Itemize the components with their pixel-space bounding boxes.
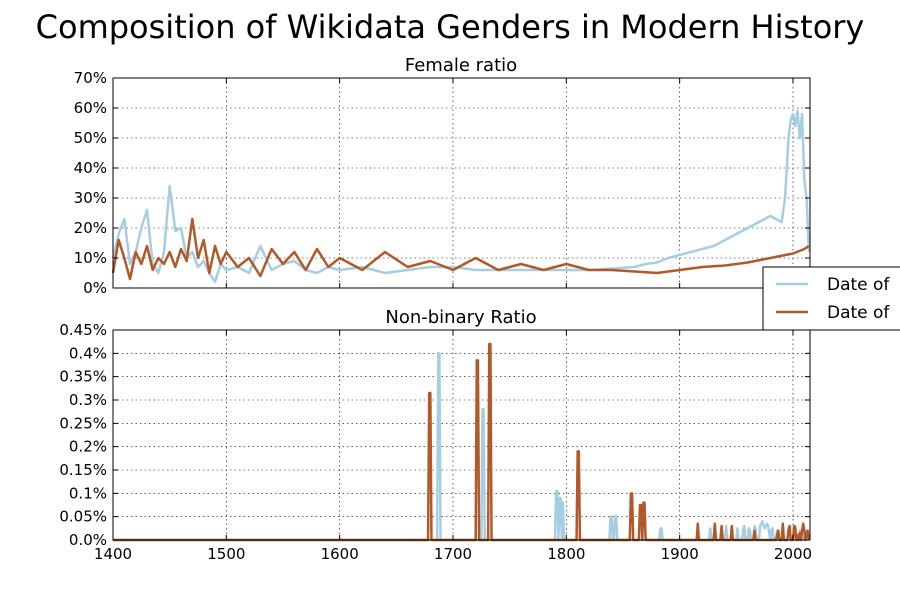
y-tick-label: 0.3% (69, 391, 107, 409)
subplot-title-non-binary-ratio: Non-binary Ratio (385, 307, 536, 328)
x-tick-label: 1400 (94, 545, 132, 563)
y-ticks-female-ratio: 0% 10% 20% 30% 40% 50% 60% 70% (74, 69, 810, 297)
y-tick-label: 0.15% (59, 461, 107, 479)
x-tick-label: 1500 (207, 545, 245, 563)
y-tick-label: 0.1% (69, 484, 107, 502)
legend-label-series-2: Date of (827, 303, 890, 323)
plot-frame-female-ratio (112, 77, 811, 289)
y-tick-label: 0.45% (59, 321, 107, 339)
grid-female-ratio (113, 78, 810, 288)
series-line-1 (111, 109, 811, 284)
chart-title: Composition of Wikidata Genders in Moder… (36, 8, 865, 46)
y-tick-label: 50% (74, 129, 107, 147)
y-tick-label: 0% (83, 279, 107, 297)
y-tick-label: 0.2% (69, 438, 107, 456)
x-tick-label: 1700 (434, 545, 472, 563)
y-tick-label: 0.05% (59, 508, 107, 526)
legend: Date of Date of (762, 266, 900, 331)
y-tick-label: 70% (74, 69, 107, 87)
x-tick-label: 1600 (321, 545, 359, 563)
x-tick-label: 1900 (661, 545, 699, 563)
y-tick-label: 0.25% (59, 414, 107, 432)
y-tick-label: 40% (74, 159, 107, 177)
series-group-non-binary-ratio (113, 342, 811, 542)
y-tick-label: 0.4% (69, 344, 107, 362)
y-tick-label: 20% (74, 219, 107, 237)
y-tick-label: 0.0% (69, 531, 107, 549)
grid-non-binary-ratio (113, 330, 810, 540)
y-tick-label: 0.35% (59, 368, 107, 386)
subplot-title-female-ratio: Female ratio (405, 55, 517, 76)
x-tick-label: 2000 (774, 545, 812, 563)
plot-frame-non-binary-ratio (112, 329, 811, 541)
subplot-female-ratio: Female ratio 0% 10% 20% 30% 40% 50% 60% 70% (74, 55, 811, 297)
y-tick-label: 30% (74, 189, 107, 207)
y-ticks-non-binary-ratio: 0.0% 0.05% 0.1% 0.15% 0.2% 0.25% 0.3% 0.35% 0.4%… (59, 321, 810, 549)
series-line-2 (113, 342, 811, 542)
x-ticks: 1400 1500 1600 1700 1800 1900 2000 (94, 545, 812, 563)
subplot-non-binary-ratio: Non-binary Ratio 0.0%0.05%0.1%0.15%0.2%0… (59, 307, 812, 563)
series-line-2 (111, 217, 810, 281)
y-tick-label: 60% (74, 99, 107, 117)
legend-label-series-1: Date of (827, 275, 890, 295)
y-tick-label: 10% (74, 249, 107, 267)
series-group-female-ratio (111, 109, 811, 284)
x-tick-label: 1800 (547, 545, 585, 563)
legend-box (762, 266, 900, 331)
